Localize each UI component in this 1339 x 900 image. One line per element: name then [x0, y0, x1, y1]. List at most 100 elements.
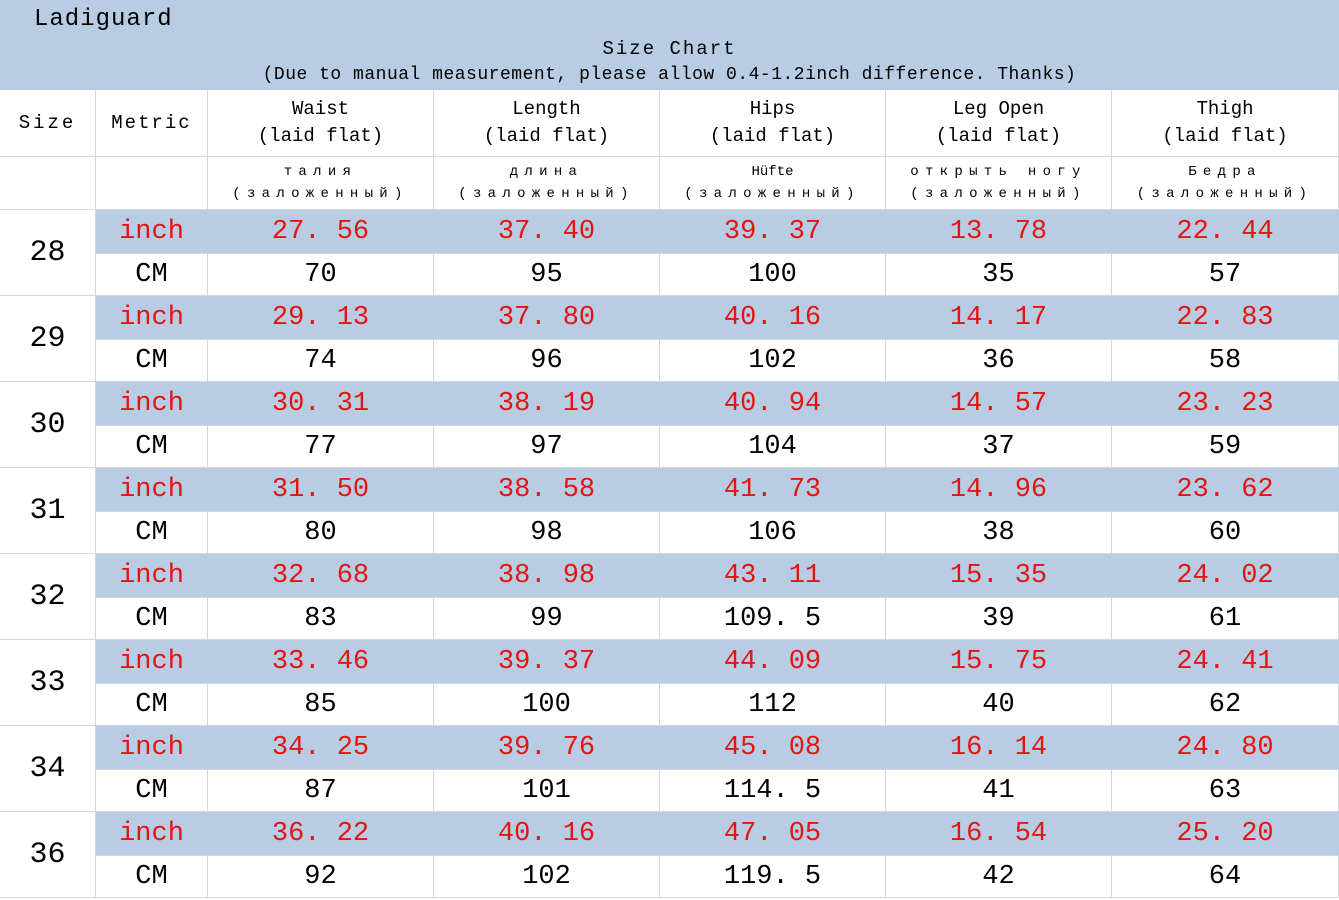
- inch-value: 16. 14: [886, 726, 1112, 770]
- column-subheader-line1: длина: [509, 164, 584, 180]
- inch-value: 14. 57: [886, 382, 1112, 426]
- empty-cell-size: [0, 157, 96, 210]
- cm-value: 85: [208, 684, 434, 726]
- cm-value: 36: [886, 340, 1112, 382]
- column-header-line1: Hips: [749, 98, 796, 120]
- cm-value: 92: [208, 856, 434, 898]
- cm-value: 119. 5: [660, 856, 886, 898]
- cm-value: 64: [1112, 856, 1339, 898]
- inch-value: 39. 37: [434, 640, 660, 684]
- column-subheader-line2: (заложенный): [1136, 186, 1314, 202]
- inch-label: inch: [96, 296, 208, 340]
- cm-label: CM: [96, 426, 208, 468]
- inch-value: 41. 73: [660, 468, 886, 512]
- inch-value: 33. 46: [208, 640, 434, 684]
- inch-value: 24. 41: [1112, 640, 1339, 684]
- column-header-leg-open: Leg Open (laid flat): [886, 90, 1112, 157]
- cm-value: 106: [660, 512, 886, 554]
- chart-disclaimer: (Due to manual measurement, please allow…: [262, 65, 1077, 85]
- cm-value: 112: [660, 684, 886, 726]
- inch-value: 22. 44: [1112, 210, 1339, 254]
- column-header-line1: Thigh: [1196, 98, 1254, 120]
- cm-value: 102: [660, 340, 886, 382]
- column-header-length: Length (laid flat): [434, 90, 660, 157]
- inch-value: 36. 22: [208, 812, 434, 856]
- size-row-32-cm: CM 83 99 109. 5 39 61: [0, 598, 1339, 640]
- size-row-36-inch: 36 inch 36. 22 40. 16 47. 05 16. 54 25. 20: [0, 812, 1339, 898]
- cm-label: CM: [96, 512, 208, 554]
- inch-value: 37. 40: [434, 210, 660, 254]
- cm-value: 77: [208, 426, 434, 468]
- size-row-28-cm: CM 70 95 100 35 57: [0, 254, 1339, 296]
- size-cell-34: 34: [0, 726, 96, 812]
- inch-label: inch: [96, 640, 208, 684]
- size-row-30-inch: 30 inch 30. 31 38. 19 40. 94 14. 57 23. 23: [0, 382, 1339, 468]
- cm-value: 100: [434, 684, 660, 726]
- inch-value: 34. 25: [208, 726, 434, 770]
- inch-value: 38. 58: [434, 468, 660, 512]
- column-subheader-line1: талия: [283, 164, 358, 180]
- cm-label: CM: [96, 340, 208, 382]
- cm-value: 109. 5: [660, 598, 886, 640]
- cm-value: 74: [208, 340, 434, 382]
- empty-cell-metric: [96, 157, 208, 210]
- inch-value: 39. 76: [434, 726, 660, 770]
- cm-label: CM: [96, 598, 208, 640]
- cm-label: CM: [96, 856, 208, 898]
- inch-value: 24. 80: [1112, 726, 1339, 770]
- cm-value: 70: [208, 254, 434, 296]
- inch-value: 16. 54: [886, 812, 1112, 856]
- cm-value: 59: [1112, 426, 1339, 468]
- cm-label: CM: [96, 770, 208, 812]
- cm-value: 83: [208, 598, 434, 640]
- cm-value: 61: [1112, 598, 1339, 640]
- column-subheader-line2: (заложенный): [684, 186, 861, 202]
- inch-value: 44. 09: [660, 640, 886, 684]
- cm-value: 37: [886, 426, 1112, 468]
- size-cell-32: 32: [0, 554, 96, 640]
- header-row-translation: талия (заложенный) длина (заложенный) Hüfte (…: [0, 157, 1339, 210]
- column-subheader-line1: Бедра: [1188, 164, 1262, 180]
- cm-label: CM: [96, 684, 208, 726]
- inch-value: 25. 20: [1112, 812, 1339, 856]
- inch-value: 29. 13: [208, 296, 434, 340]
- size-row-33-cm: CM 85 100 112 40 62: [0, 684, 1339, 726]
- cm-value: 57: [1112, 254, 1339, 296]
- cm-value: 40: [886, 684, 1112, 726]
- column-header-line1: Leg Open: [952, 98, 1045, 120]
- column-subheader-length: длина (заложенный): [434, 157, 660, 210]
- inch-value: 24. 02: [1112, 554, 1339, 598]
- inch-label: inch: [96, 554, 208, 598]
- cm-value: 58: [1112, 340, 1339, 382]
- size-row-33-inch: 33 inch 33. 46 39. 37 44. 09 15. 75 24. 41: [0, 640, 1339, 726]
- inch-value: 40. 94: [660, 382, 886, 426]
- inch-value: 43. 11: [660, 554, 886, 598]
- banner: Ladiguard Size Chart (Due to manual meas…: [0, 0, 1339, 90]
- inch-value: 23. 62: [1112, 468, 1339, 512]
- inch-value: 15. 35: [886, 554, 1112, 598]
- inch-value: 31. 50: [208, 468, 434, 512]
- column-subheader-hips: Hüfte (заложенный): [660, 157, 886, 210]
- cm-value: 35: [886, 254, 1112, 296]
- chart-title: Size Chart: [602, 38, 737, 60]
- inch-value: 32. 68: [208, 554, 434, 598]
- cm-label: CM: [96, 254, 208, 296]
- column-header-waist: Waist (laid flat): [208, 90, 434, 157]
- column-header-line2: (laid flat): [1162, 125, 1288, 147]
- cm-value: 96: [434, 340, 660, 382]
- metric-column-header: Metric: [96, 90, 208, 157]
- cm-value: 104: [660, 426, 886, 468]
- inch-label: inch: [96, 210, 208, 254]
- inch-value: 14. 17: [886, 296, 1112, 340]
- cm-value: 63: [1112, 770, 1339, 812]
- inch-value: 45. 08: [660, 726, 886, 770]
- size-cell-30: 30: [0, 382, 96, 468]
- cm-value: 102: [434, 856, 660, 898]
- inch-value: 13. 78: [886, 210, 1112, 254]
- inch-label: inch: [96, 382, 208, 426]
- size-cell-33: 33: [0, 640, 96, 726]
- cm-value: 101: [434, 770, 660, 812]
- cm-value: 41: [886, 770, 1112, 812]
- inch-value: 22. 83: [1112, 296, 1339, 340]
- size-row-34-cm: CM 87 101 114. 5 41 63: [0, 770, 1339, 812]
